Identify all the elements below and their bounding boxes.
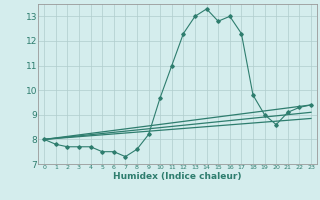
X-axis label: Humidex (Indice chaleur): Humidex (Indice chaleur) bbox=[113, 172, 242, 181]
